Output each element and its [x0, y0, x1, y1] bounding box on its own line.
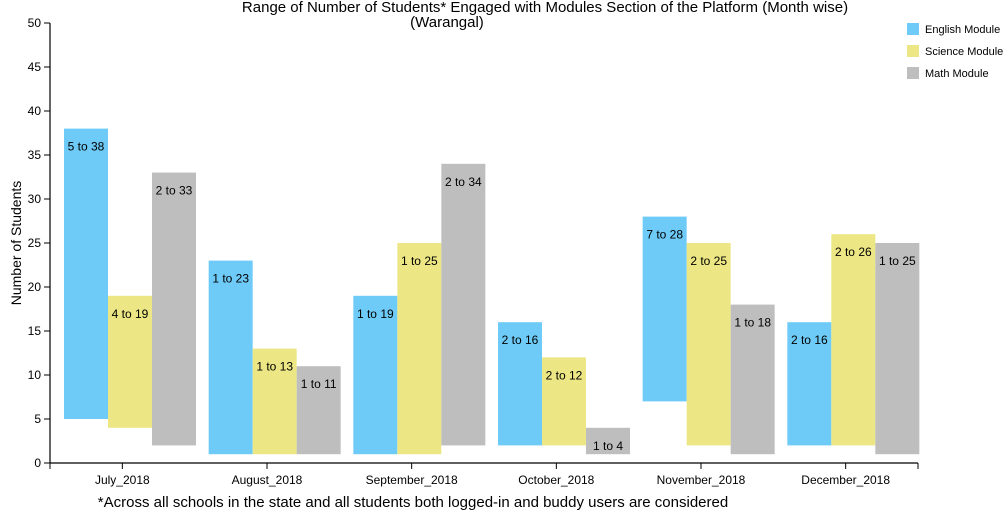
- y-tick-label: 45: [28, 60, 42, 74]
- bar-data-label: 1 to 13: [256, 360, 293, 374]
- footnote: *Across all schools in the state and all…: [98, 494, 728, 511]
- y-tick-label: 35: [28, 148, 42, 162]
- bar-data-label: 4 to 19: [112, 307, 149, 321]
- bar-data-label: 1 to 25: [879, 254, 916, 268]
- bar-math-module: [152, 172, 196, 446]
- bar-data-label: 1 to 4: [593, 439, 623, 453]
- x-category-label: September_2018: [366, 473, 458, 487]
- bar-data-label: 1 to 23: [212, 272, 249, 286]
- bar-data-label: 2 to 16: [502, 333, 539, 347]
- bar-data-label: 1 to 19: [357, 307, 394, 321]
- y-tick-label: 25: [28, 236, 42, 250]
- bar-data-label: 2 to 12: [546, 368, 583, 382]
- x-category-label: July_2018: [95, 473, 150, 487]
- y-tick-label: 15: [28, 324, 42, 338]
- x-category-label: November_2018: [657, 473, 746, 487]
- chart-subtitle: (Warangal): [410, 14, 484, 31]
- bar-data-label: 2 to 25: [690, 254, 727, 268]
- legend-label: Science Module: [925, 46, 1003, 58]
- legend-swatch: [907, 45, 919, 57]
- bar-english-module: [498, 322, 542, 446]
- bar-science-module: [108, 295, 152, 428]
- bar-data-label: 7 to 28: [646, 228, 683, 242]
- bar-english-module: [208, 260, 253, 455]
- bar-math-module: [586, 427, 630, 455]
- bar-math-module: [441, 163, 486, 446]
- bar-science-module: [542, 357, 586, 446]
- legend-swatch: [907, 23, 919, 35]
- bar-science-module: [397, 243, 442, 455]
- bar-math-module: [875, 243, 920, 455]
- bar-data-label: 2 to 34: [445, 175, 482, 189]
- y-tick-label: 50: [28, 16, 42, 30]
- bar-data-label: 1 to 11: [301, 377, 337, 391]
- bar-science-module: [252, 348, 297, 455]
- y-axis-title: Number of Students: [8, 181, 24, 306]
- legend-label: English Module: [925, 24, 1000, 36]
- legend-swatch: [907, 67, 919, 79]
- bar-data-label: 1 to 18: [734, 316, 771, 330]
- bar-science-module: [686, 243, 731, 446]
- y-tick-label: 5: [34, 412, 41, 426]
- bar-data-label: 1 to 25: [401, 254, 438, 268]
- y-tick-label: 40: [28, 104, 42, 118]
- x-axis: July_2018 August_2018 September_2018 Octobe…: [49, 462, 919, 487]
- bar-data-label: 5 to 38: [68, 140, 105, 154]
- bar-data-label: 2 to 33: [156, 184, 193, 198]
- y-axis: 0 5 10 15 20 25 30 35 40 45 50: [28, 16, 51, 470]
- bar-math-module: [730, 304, 775, 455]
- y-tick-label: 0: [34, 456, 41, 470]
- bar-english-module: [353, 295, 398, 455]
- bar-labels-group: 5 to 38 4 to 19 2 to 33 1 to 23 1 to 13 1 to …: [68, 140, 916, 453]
- bars-group: [64, 128, 920, 455]
- x-category-label: August_2018: [232, 473, 303, 487]
- y-tick-label: 30: [28, 192, 42, 206]
- bar-english-module: [642, 216, 687, 402]
- bar-data-label: 2 to 16: [791, 333, 828, 347]
- x-category-label: October_2018: [518, 473, 594, 487]
- x-category-label: December_2018: [801, 473, 890, 487]
- bar-english-module: [64, 128, 108, 419]
- bar-data-label: 2 to 26: [835, 245, 872, 259]
- chart-title: Range of Number of Students* Engaged wit…: [242, 0, 848, 16]
- y-tick-label: 20: [28, 280, 42, 294]
- y-tick-label: 10: [28, 368, 42, 382]
- legend: English Module Science Module Math Module: [907, 23, 1003, 80]
- bar-science-module: [831, 234, 876, 446]
- legend-label: Math Module: [925, 68, 989, 80]
- bar-math-module: [296, 366, 341, 455]
- bar-english-module: [787, 322, 832, 446]
